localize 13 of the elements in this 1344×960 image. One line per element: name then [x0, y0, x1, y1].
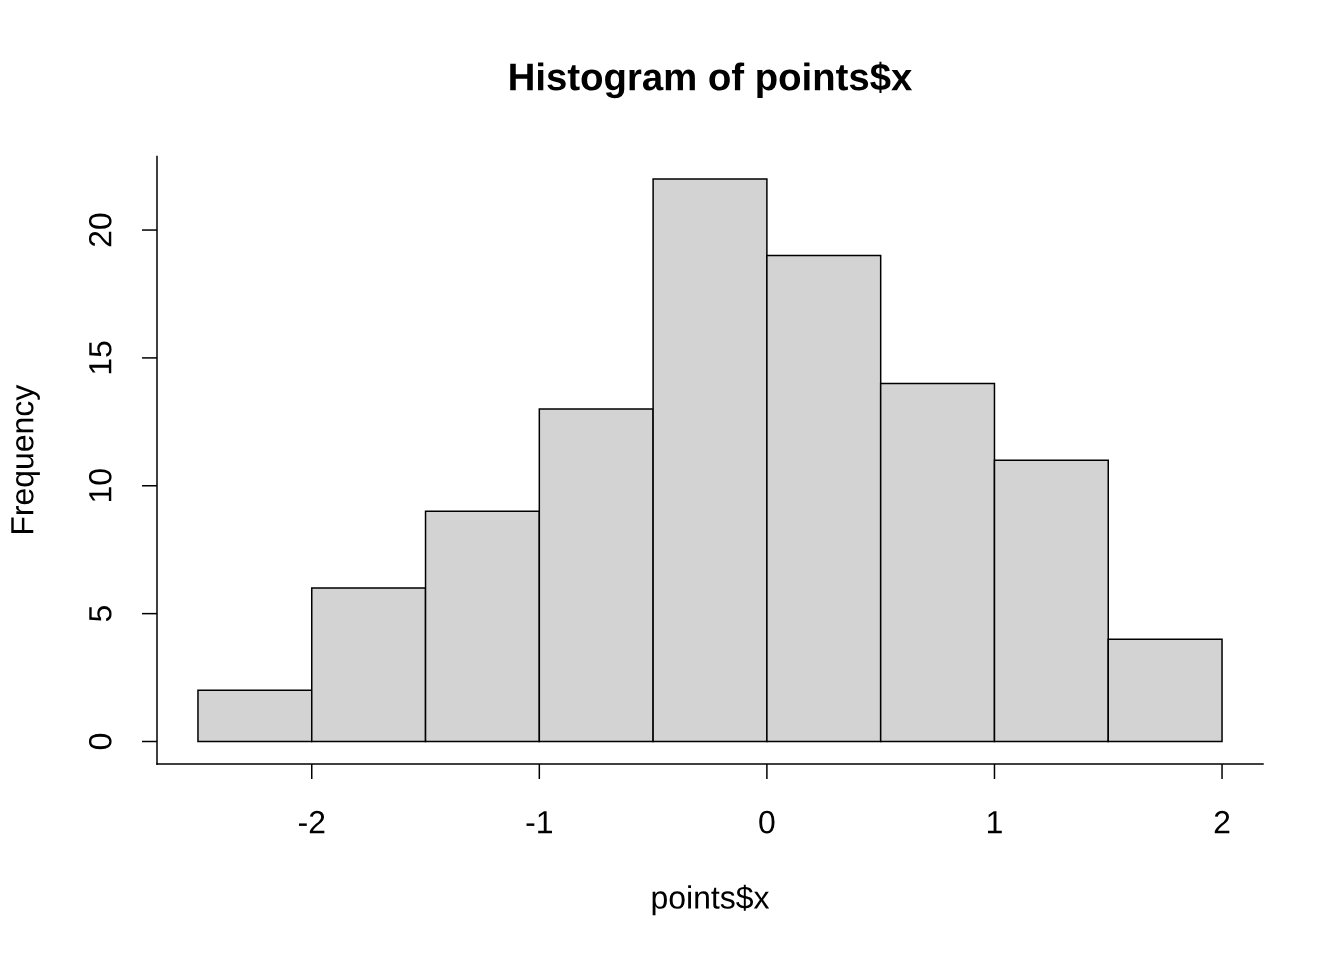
y-axis-title: Frequency [11, 384, 40, 534]
y-tick-label: 20 [88, 213, 112, 247]
x-tick-label: 2 [1214, 810, 1230, 834]
x-tick-label: 0 [759, 810, 775, 834]
x-tick-label: -1 [526, 811, 552, 834]
chart-title: Histogram of points$x [510, 61, 913, 99]
x-tick-label: 1 [988, 811, 1002, 834]
x-tick-label: -2 [298, 810, 325, 834]
y-tick-label: 15 [89, 341, 112, 374]
y-tick-label: 0 [88, 733, 112, 750]
x-axis-title: points$x [652, 884, 770, 916]
y-tick-label: 5 [89, 606, 112, 622]
y-tick-label: 10 [88, 469, 112, 502]
